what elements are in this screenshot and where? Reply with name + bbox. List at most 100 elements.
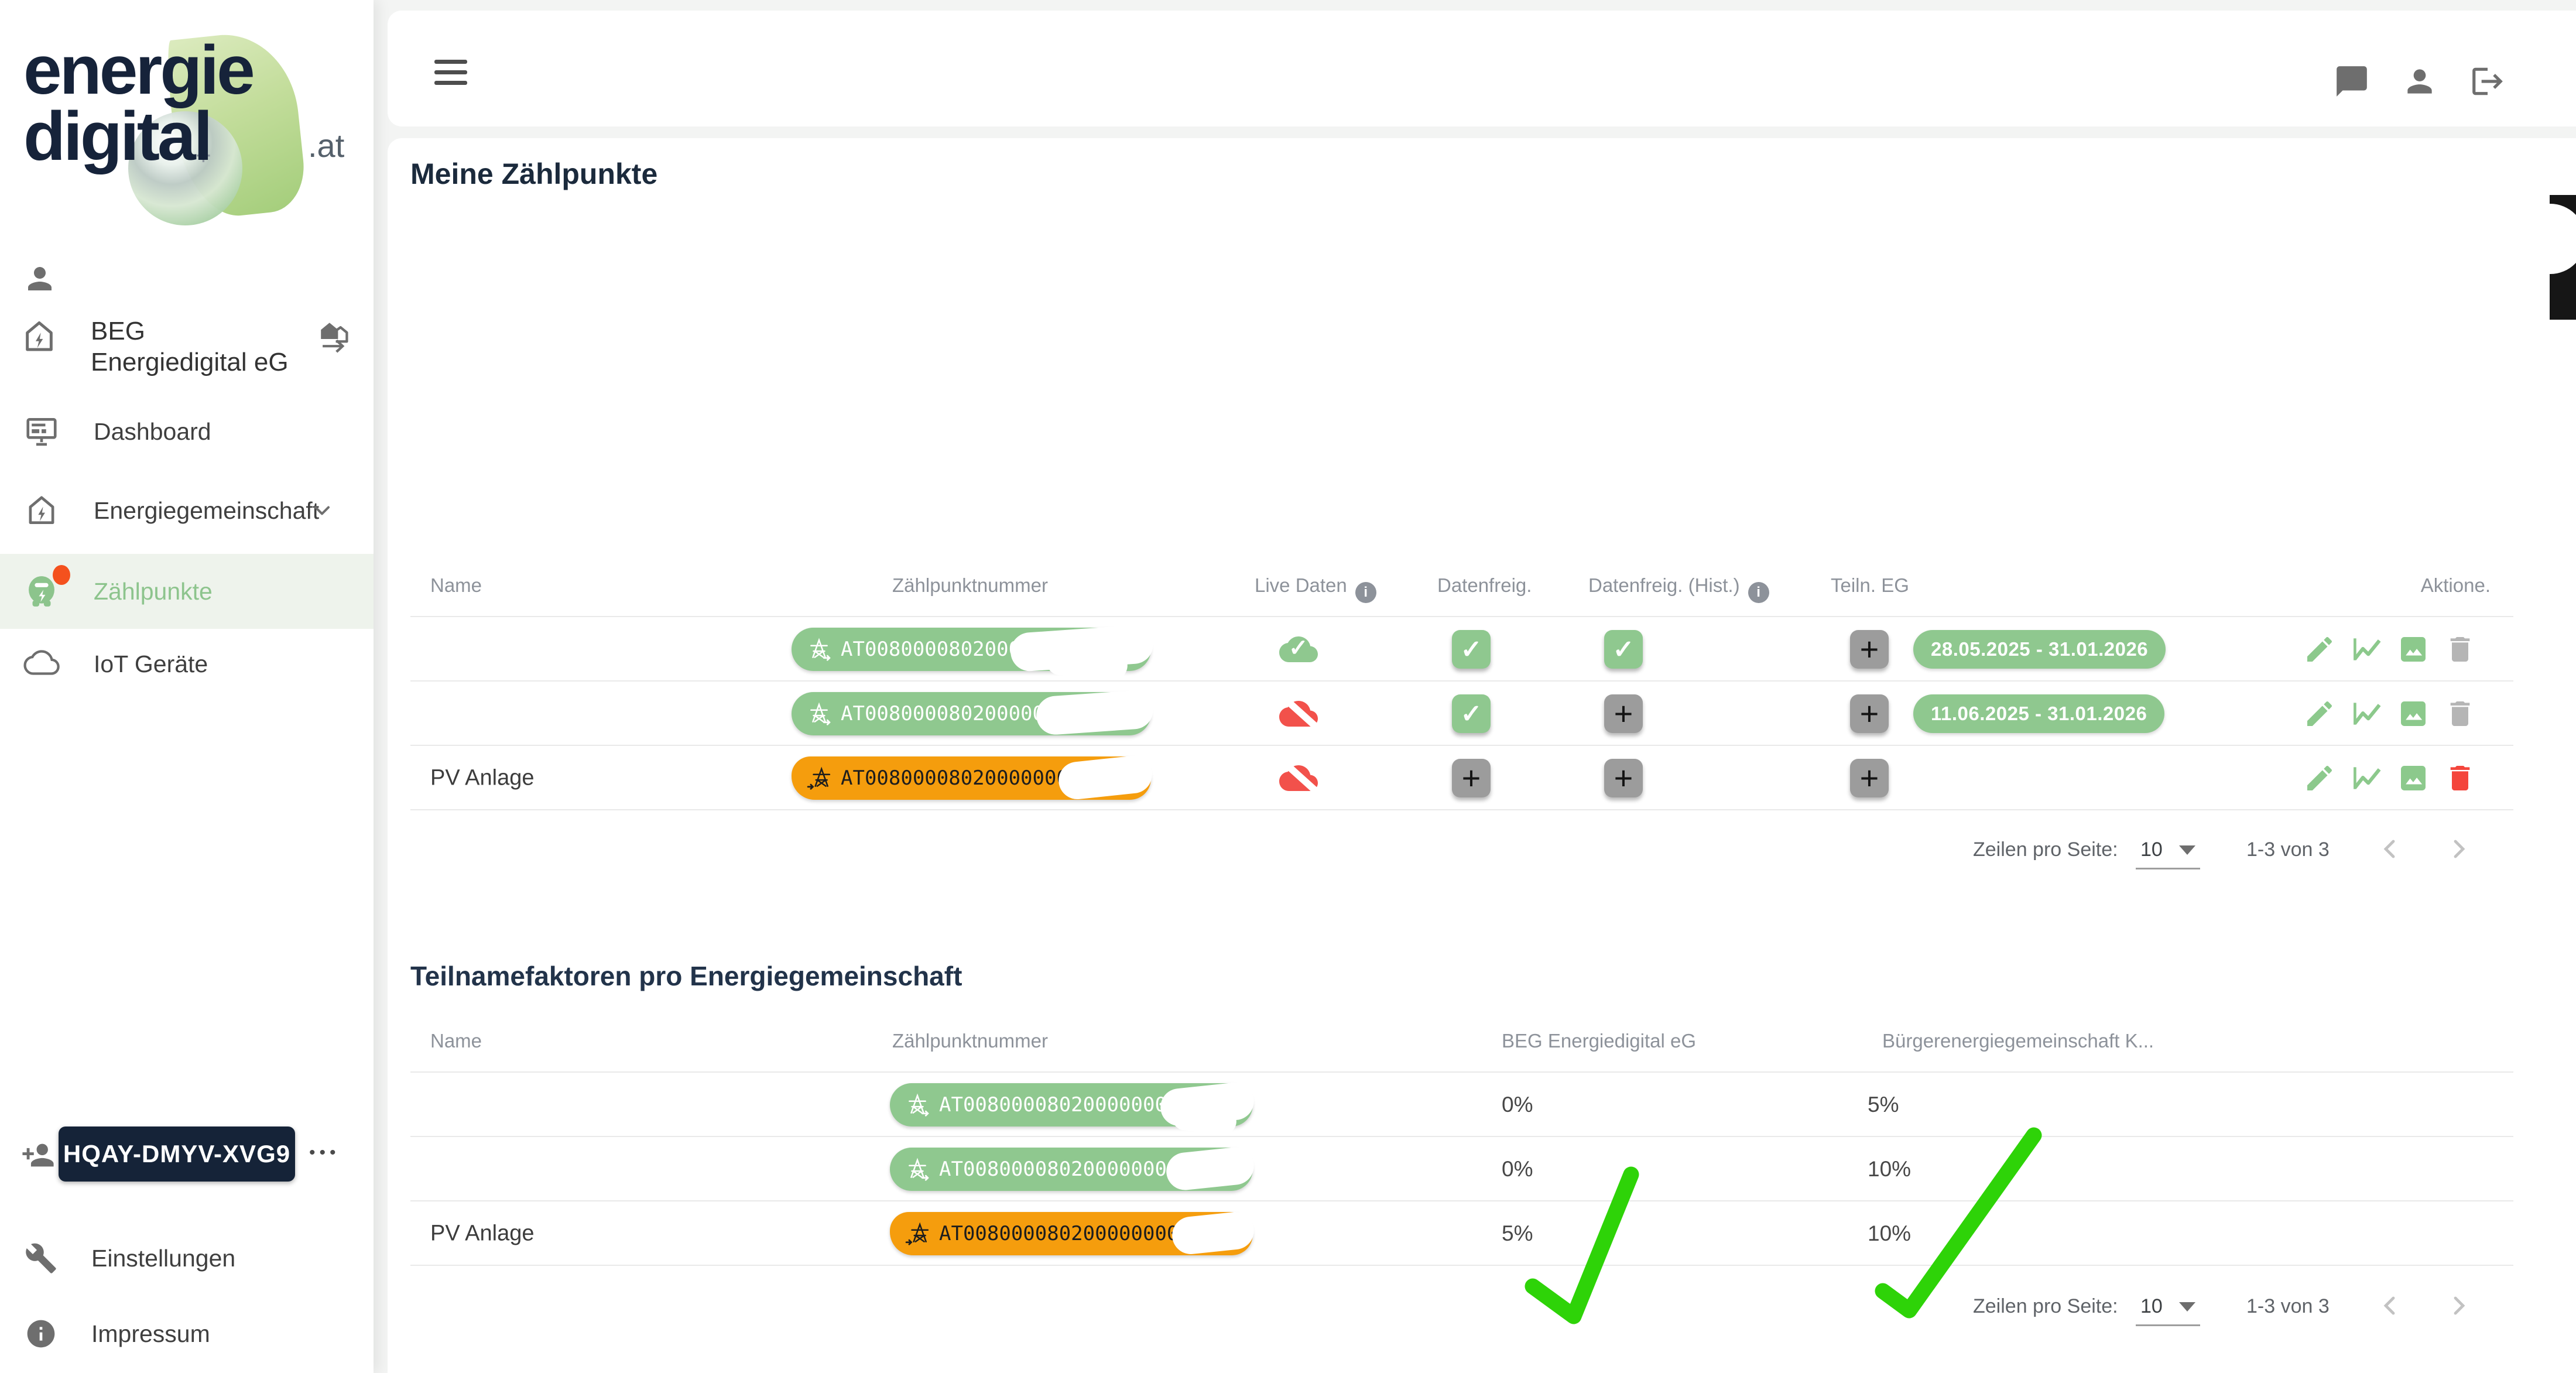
account-icon[interactable] [2402,63,2438,100]
app-bar [388,11,2576,126]
select-underline [2136,868,2200,869]
chart-icon[interactable] [2350,697,2383,730]
chat-icon[interactable] [2334,63,2370,100]
delete-icon[interactable] [2444,762,2476,795]
person-add-icon [21,1138,55,1172]
chart-icon[interactable] [2350,762,2383,795]
edit-icon[interactable] [2303,633,2336,666]
sidebar: + energie digital .at BEG Energiedigital… [0,0,374,1373]
meter-id-chip[interactable]: AT00800008020000000000000 [792,624,1155,683]
sidebar-item-energiegemeinschaft[interactable]: Energiegemeinschaft [0,478,374,543]
chart-icon[interactable] [2350,633,2383,666]
select-caret-icon[interactable] [2179,845,2195,855]
community-selector[interactable]: BEG Energiedigital eG [0,313,374,389]
pagination-range: 1-3 von 3 [2246,1295,2330,1317]
delete-icon[interactable] [2444,697,2476,730]
user-icon [22,261,57,296]
col-header-eg1: BEG Energiedigital eG [1502,1030,1697,1052]
release-hist-granted-button[interactable]: ✓ [1604,630,1643,669]
edit-icon[interactable] [2303,697,2336,730]
sidebar-item-label: Zählpunkte [94,577,213,605]
right-edge-bump [2515,204,2576,274]
pagination-range: 1-3 von 3 [2246,838,2330,861]
previous-page-icon[interactable] [2376,835,2404,863]
col-header-live-label: Live Daten [1255,574,1347,596]
next-page-icon[interactable] [2445,1292,2473,1320]
select-underline [2136,1324,2200,1326]
participation-factor: 5% [1502,1221,1533,1245]
live-data-offline-icon [1275,756,1324,799]
image-icon[interactable] [2397,697,2430,730]
switch-community-icon[interactable] [315,319,356,359]
meter-id-chip-highlighted[interactable]: AT00800008020000000000000 [890,1210,1256,1256]
sidebar-item-impressum[interactable]: Impressum [0,1301,374,1367]
sidebar-item-zaehlpunkte[interactable]: Zählpunkte [0,554,374,629]
add-participation-button[interactable]: + [1850,759,1889,797]
participation-factor: 5% [1868,1093,1899,1117]
release-granted-button[interactable]: ✓ [1452,630,1491,669]
live-data-online-icon: ✓ [1275,630,1323,669]
invite-code-row: HQAY-DMYV-XVG9 ••• [0,1125,374,1184]
table-row: AT00800008020000000000000 0% 10% [388,1137,2576,1201]
col-header-release-hist-label: Datenfreig. (Hist.) [1588,574,1740,596]
meter-id-chip[interactable]: AT00800008020000000000000 [792,689,1155,736]
add-release-button[interactable]: + [1452,759,1491,797]
rows-per-page-select[interactable]: 10 [2140,838,2163,861]
next-page-icon[interactable] [2445,835,2473,863]
sidebar-item-label: IoT Geräte [94,650,208,677]
info-icon[interactable]: i [1748,582,1769,603]
add-release-hist-button[interactable]: + [1604,694,1643,733]
brand-logo: + energie digital .at [20,23,357,225]
select-caret-icon[interactable] [2179,1302,2195,1312]
sidebar-item-iot-geraete[interactable]: IoT Geräte [0,631,374,697]
table-row: AT00800008020000000000000 ✓ ✓ ✓ + 28.05.… [388,617,2576,683]
redaction-scribble [1057,754,1154,802]
sidebar-item-dashboard[interactable]: Dashboard [0,399,374,464]
meter-id-chip[interactable]: AT00800008020000000000000 [890,1145,1256,1192]
participation-period-chip[interactable]: 11.06.2025 - 31.01.2026 [1913,694,2165,733]
participation-period-chip[interactable]: 28.05.2025 - 31.01.2026 [1913,630,2166,669]
pylon-icon [905,1157,930,1182]
delete-icon[interactable] [2444,633,2476,666]
col-header-meter-id: Zählpunktnummer [892,574,1048,596]
edit-icon[interactable] [2303,762,2336,795]
redaction-scribble [1164,1145,1256,1192]
table-row: PV Anlage AT00800008020000000000000 + + … [388,746,2576,810]
col-header-meter-id: Zählpunktnummer [892,1030,1048,1052]
sidebar-item-einstellungen[interactable]: Einstellungen [0,1225,374,1291]
info-icon [25,1317,57,1350]
invite-code-button[interactable]: HQAY-DMYV-XVG9 [59,1127,295,1182]
col-header-actions: Aktione. [2420,574,2491,596]
image-icon[interactable] [2397,762,2430,795]
rows-per-page-select[interactable]: 10 [2140,1295,2163,1317]
participation-factor: 0% [1502,1157,1533,1181]
add-participation-button[interactable]: + [1850,694,1889,733]
menu-icon[interactable] [434,60,467,87]
participation-factor: 0% [1502,1093,1533,1117]
pylon-icon [807,766,831,790]
logout-icon[interactable] [2469,63,2506,100]
rows-per-page-label: Zeilen pro Seite: [1973,838,2118,861]
add-participation-button[interactable]: + [1850,630,1889,669]
info-icon[interactable]: i [1355,582,1376,603]
table-row: AT00800008020000000000000 0% 5% [388,1073,2576,1137]
meter-id-chip-highlighted[interactable]: AT00800008020000000000000 [792,754,1154,802]
previous-page-icon[interactable] [2376,1292,2404,1320]
chevron-down-icon[interactable] [309,498,335,523]
brand-wordmark: energie digital [23,36,255,172]
image-icon[interactable] [2397,633,2430,666]
add-release-hist-button[interactable]: + [1604,759,1643,797]
release-granted-button[interactable]: ✓ [1452,694,1491,733]
meter-id-chip[interactable]: AT00800008020000000000000 [890,1080,1256,1136]
notification-dot [53,565,70,585]
pylon-icon [905,1221,930,1246]
table-row: AT00800008020000000000000 ✓ + + 11.06.20… [388,682,2576,746]
rows-per-page-label: Zeilen pro Seite: [1973,1295,2118,1317]
house-bolt-icon [20,317,59,356]
col-header-name: Name [430,574,482,596]
meter-name: PV Anlage [430,765,535,790]
more-options-button[interactable]: ••• [309,1143,340,1162]
col-header-release: Datenfreig. [1437,574,1532,596]
col-header-release-hist: Datenfreig. (Hist.) i [1588,574,1769,603]
redaction-scribble [1034,689,1155,736]
